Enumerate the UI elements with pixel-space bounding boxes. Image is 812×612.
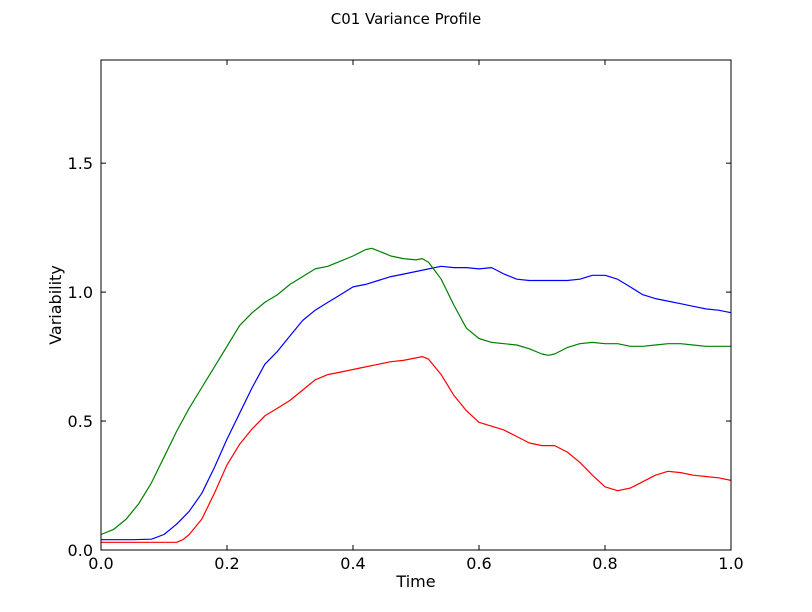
x-tick-label: 0.0 bbox=[88, 554, 113, 573]
y-tick-label: 0.0 bbox=[68, 541, 93, 560]
series-layer bbox=[100, 247, 732, 543]
series-line-1 bbox=[101, 265, 732, 541]
y-axis-label: Variability bbox=[46, 265, 65, 345]
x-tick-label: 0.2 bbox=[214, 554, 239, 573]
x-tick-label: 1.0 bbox=[718, 554, 743, 573]
tick-layer: 0.0 0.2 0.4 0.6 0.8 1.0 0.0 0.5 1.0 1.5 bbox=[68, 60, 744, 573]
chart-title: C01 Variance Profile bbox=[331, 10, 482, 28]
x-tick-label: 0.4 bbox=[340, 554, 365, 573]
y-tick-label: 1.5 bbox=[68, 154, 93, 173]
y-tick-label: 0.5 bbox=[68, 412, 93, 431]
y-tick-label: 1.0 bbox=[68, 283, 93, 302]
x-tick-label: 0.8 bbox=[592, 554, 617, 573]
series-line-3 bbox=[101, 356, 732, 543]
series-line-2 bbox=[100, 247, 731, 536]
x-axis-label: Time bbox=[395, 572, 435, 591]
x-tick-label: 0.6 bbox=[466, 554, 491, 573]
plot-frame bbox=[100, 59, 732, 551]
